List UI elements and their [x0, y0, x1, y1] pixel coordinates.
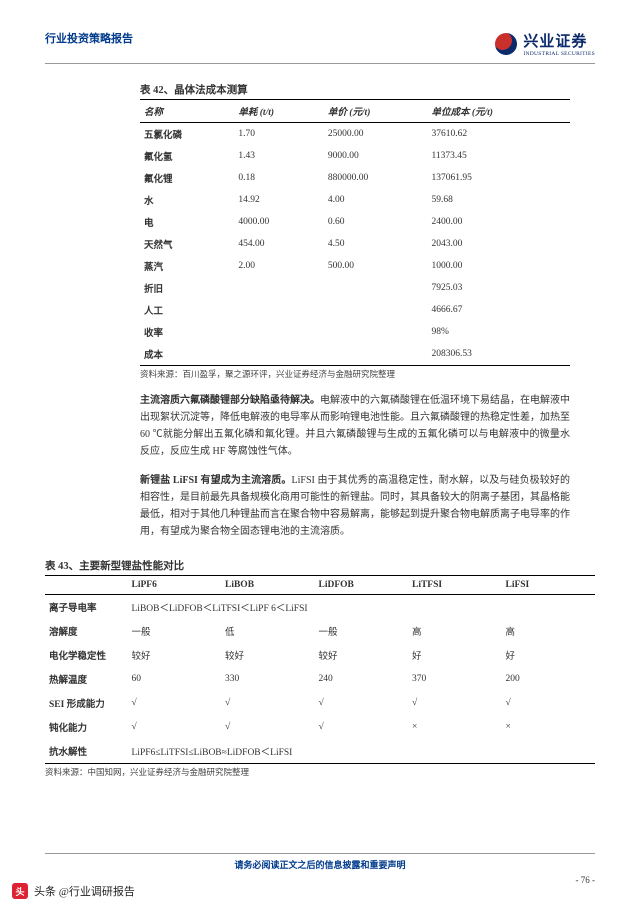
table-row: 收率98%	[140, 321, 570, 343]
logo-cn: 兴业证券	[523, 30, 595, 51]
footer-disclaimer: 请务必阅读正文之后的信息披露和重要声明	[45, 858, 595, 871]
table-row: 抗水解性LiPF6≤LiTFSI≤LiBOB≈LiDFOB＜LiFSI	[45, 739, 595, 764]
table-row: 氟化氢1.439000.0011373.45	[140, 145, 570, 167]
table-row: 五氯化磷1.7025000.0037610.62	[140, 123, 570, 146]
table-row: 热解温度60330240370200	[45, 667, 595, 691]
table42: 名称 单耗 (t/t) 单价 (元/t) 单位成本 (元/t) 五氯化磷1.70…	[140, 99, 570, 380]
para1-lead: 主流溶质六氟磷酸锂部分缺陷亟待解决。	[140, 395, 320, 406]
col-name: 名称	[140, 100, 234, 123]
table-row: 溶解度一般低一般高高	[45, 619, 595, 643]
col-unit-consumption: 单耗 (t/t)	[234, 100, 323, 123]
table-row: 折旧7925.03	[140, 277, 570, 299]
page-footer: 请务必阅读正文之后的信息披露和重要声明 - 76 -	[45, 853, 595, 885]
watermark: 头 头条 @行业调研报告	[12, 883, 135, 899]
table-row: 氟化锂0.18880000.00137061.95	[140, 167, 570, 189]
table-row: 电4000.000.602400.00	[140, 211, 570, 233]
table-row: 钝化能力√√√××	[45, 715, 595, 739]
table-row: 天然气454.004.502043.00	[140, 233, 570, 255]
paragraph-1: 主流溶质六氟磷酸锂部分缺陷亟待解决。电解液中的六氟磷酸锂在低温环境下易结晶，在电…	[140, 392, 570, 460]
paragraph-2: 新锂盐 LiFSI 有望成为主流溶质。LiFSI 由于其优秀的高温稳定性，耐水解…	[140, 472, 570, 540]
table-row: 电化学稳定性较好较好较好好好	[45, 643, 595, 667]
table43-source: 资料来源：中国知网，兴业证券经济与金融研究院整理	[45, 766, 595, 778]
table42-header-row: 名称 单耗 (t/t) 单价 (元/t) 单位成本 (元/t)	[140, 100, 570, 123]
table43: LiPF6 LiBOB LiDFOB LiTFSI LiFSI 离子导电率LiB…	[45, 575, 595, 778]
col-unit-cost: 单位成本 (元/t)	[427, 100, 570, 123]
company-logo: 兴业证券 INDUSTRIAL SECURITIES	[495, 30, 595, 57]
table-row: SEI 形成能力√√√√√	[45, 691, 595, 715]
table-row: 人工4666.67	[140, 299, 570, 321]
table-row: 成本208306.53	[140, 343, 570, 366]
table43-title: 表 43、主要新型锂盐性能对比	[45, 558, 595, 573]
table-row: 水14.924.0059.68	[140, 189, 570, 211]
table-row: 蒸汽2.00500.001000.00	[140, 255, 570, 277]
watermark-author: 头条 @行业调研报告	[34, 883, 135, 899]
table43-header-row: LiPF6 LiBOB LiDFOB LiTFSI LiFSI	[45, 576, 595, 595]
table-row: 离子导电率LiBOB＜LiDFOB＜LiTFSI＜LiPF 6＜LiFSI	[45, 595, 595, 620]
page-header: 行业投资策略报告 兴业证券 INDUSTRIAL SECURITIES	[45, 30, 595, 64]
logo-icon	[495, 33, 517, 55]
report-category: 行业投资策略报告	[45, 30, 133, 46]
para2-lead: 新锂盐 LiFSI 有望成为主流溶质。	[140, 475, 292, 486]
watermark-icon: 头	[12, 883, 28, 899]
logo-en: INDUSTRIAL SECURITIES	[523, 51, 595, 57]
table42-title: 表 42、晶体法成本测算	[140, 82, 595, 97]
col-unit-price: 单价 (元/t)	[324, 100, 428, 123]
table42-source: 资料来源：百川盈孚，聚之源环评，兴业证券经济与金融研究院整理	[140, 368, 570, 380]
